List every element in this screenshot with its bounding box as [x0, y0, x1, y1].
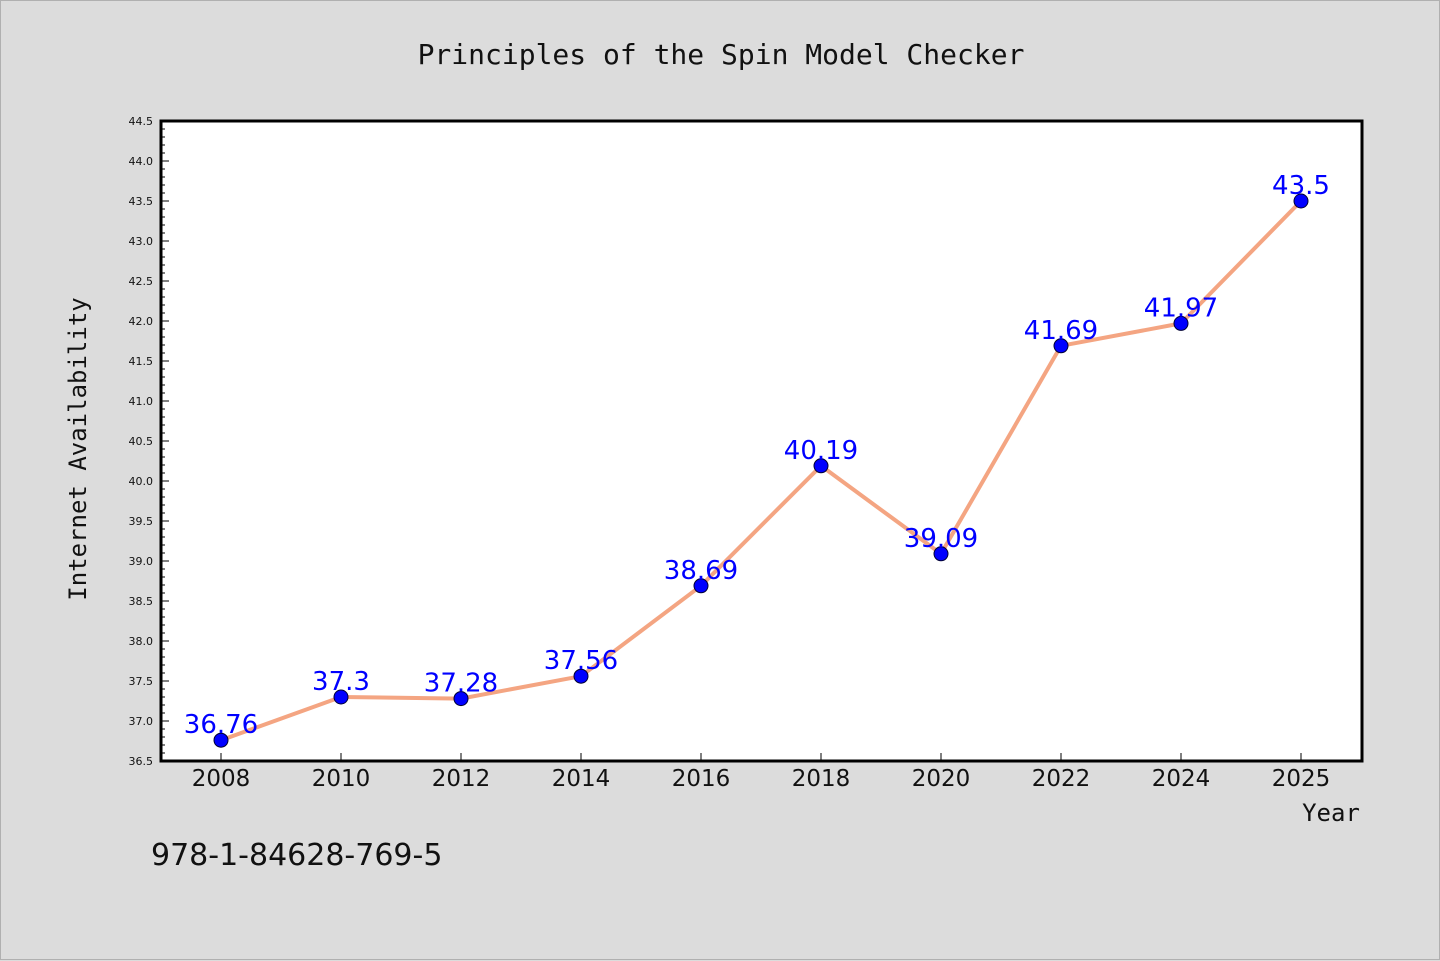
- data-label: 38.69: [664, 556, 738, 586]
- chart-title: Principles of the Spin Model Checker: [418, 38, 1025, 71]
- y-tick-label: 44.0: [129, 155, 154, 168]
- y-tick-label: 39.0: [129, 555, 154, 568]
- data-point: [453, 691, 469, 707]
- data-point: [933, 546, 949, 562]
- x-tick-label: 2020: [912, 766, 971, 792]
- y-tick-label: 36.5: [129, 755, 154, 768]
- x-tick-label: 2016: [672, 766, 731, 792]
- x-tick-label: 2010: [312, 766, 371, 792]
- y-axis-label: Internet Availability: [64, 297, 92, 600]
- y-tick-label: 40.0: [129, 475, 154, 488]
- data-label: 37.28: [424, 669, 498, 699]
- y-tick-label: 37.0: [129, 715, 154, 728]
- data-label: 37.56: [544, 646, 618, 676]
- x-tick-label: 2008: [192, 766, 251, 792]
- data-label: 39.09: [904, 524, 978, 554]
- data-label: 41.69: [1024, 316, 1098, 346]
- x-tick-label: 2012: [432, 766, 491, 792]
- y-tick-label: 38.5: [129, 595, 154, 608]
- data-point: [573, 668, 589, 684]
- y-tick-label: 42.5: [129, 275, 154, 288]
- data-point: [1053, 338, 1069, 354]
- data-label: 41.97: [1144, 293, 1218, 323]
- data-labels: 36.76 37.3 37.28 37.56 38.69 40.19 39.09 41.69 4…: [184, 171, 1330, 740]
- series-line: [219, 199, 1303, 743]
- y-tick-label: 40.5: [129, 435, 154, 448]
- y-tick-label: 39.5: [129, 515, 154, 528]
- data-label: 37.3: [312, 667, 370, 697]
- data-point: [213, 732, 229, 748]
- x-axis: 2008 2010 2012 2014 2016 2018 2020 2022 2024 2025: [192, 753, 1331, 792]
- y-tick-label: 41.0: [129, 395, 154, 408]
- y-tick-label: 41.5: [129, 355, 154, 368]
- x-tick-label: 2014: [552, 766, 611, 792]
- x-axis-label: Year: [1302, 799, 1360, 827]
- y-tick-label: 43.0: [129, 235, 154, 248]
- data-label: 40.19: [784, 436, 858, 466]
- series-markers: [213, 193, 1309, 748]
- y-tick-label: 44.5: [129, 115, 154, 128]
- y-tick-label: 37.5: [129, 675, 154, 688]
- data-point: [1173, 315, 1189, 331]
- isbn-text: 978-1-84628-769-5: [151, 838, 442, 873]
- x-tick-label: 2025: [1272, 766, 1331, 792]
- y-axis: 36.5 37.0 37.5 38.0 38.5 39.0 39.5 40.0 40.5 41.0…: [129, 115, 169, 768]
- data-point: [1293, 193, 1309, 209]
- data-point: [693, 578, 709, 594]
- data-point: [333, 689, 349, 705]
- y-tick-label: 43.5: [129, 195, 154, 208]
- x-tick-label: 2024: [1152, 766, 1211, 792]
- y-tick-label: 38.0: [129, 635, 154, 648]
- data-point: [813, 458, 829, 474]
- x-tick-label: 2018: [792, 766, 851, 792]
- data-label: 36.76: [184, 710, 258, 740]
- x-tick-label: 2022: [1032, 766, 1091, 792]
- plot-area: [159, 119, 1364, 763]
- y-tick-label: 42.0: [129, 315, 154, 328]
- data-label: 43.5: [1272, 171, 1330, 201]
